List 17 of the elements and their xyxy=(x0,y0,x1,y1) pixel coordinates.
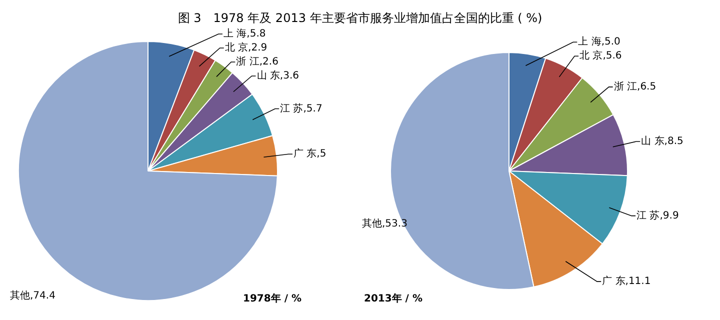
slice-label: 江 苏,5.7 xyxy=(280,102,322,114)
slice-label: 北 京,5.6 xyxy=(580,50,622,62)
slice-label: 山 东,3.6 xyxy=(256,70,300,82)
slice-label: 江 苏,9.9 xyxy=(636,209,679,222)
slice-label: 广 东,5 xyxy=(293,148,326,160)
text: 图 3 1978 年及 2013 年主要省市服务业增加值占全国的比重 ( %) xyxy=(176,10,544,27)
text: 1978年 / % xyxy=(243,292,302,305)
slice-label: 其他,53.3 xyxy=(362,217,408,230)
slice-label: 上 海,5.0 xyxy=(578,36,620,48)
slice-label: 浙 江,2.6 xyxy=(236,56,278,68)
slice-label: 山 东,8.5 xyxy=(641,135,684,148)
slice-label: 北 京,2.9 xyxy=(224,42,268,54)
text: 2013年 / % xyxy=(364,292,422,305)
slice-label: 其他,74.4 xyxy=(10,290,56,302)
slice-label: 上 海,5.8 xyxy=(223,28,266,40)
slice-label: 广 东,11.1 xyxy=(602,275,651,288)
slice-label: 浙 江,6.5 xyxy=(614,80,656,93)
